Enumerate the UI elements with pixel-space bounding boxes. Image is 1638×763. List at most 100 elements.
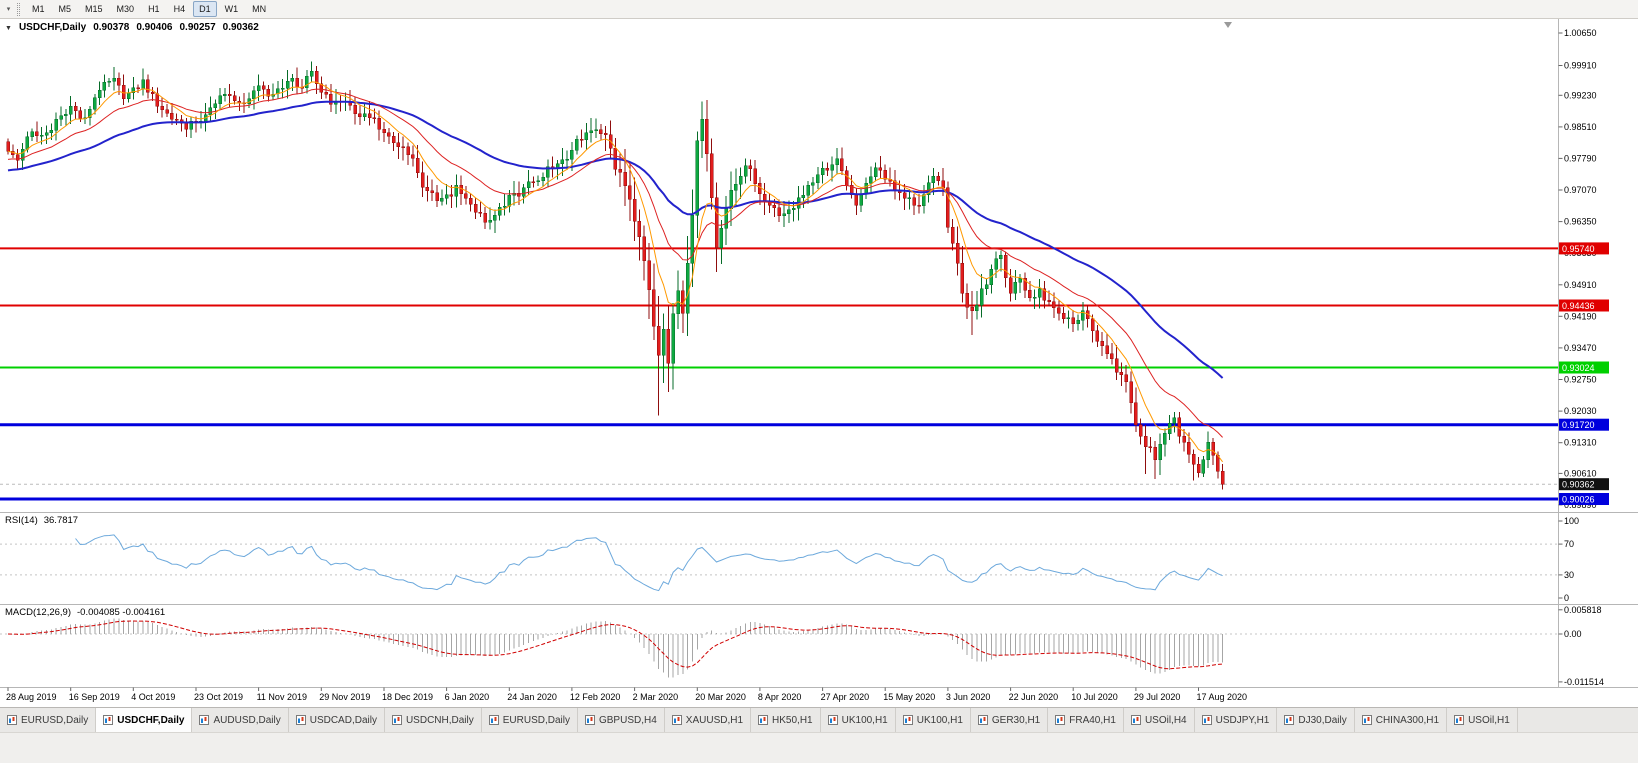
svg-text:0.94910: 0.94910	[1564, 280, 1597, 290]
svg-text:11 Nov 2019: 11 Nov 2019	[257, 692, 307, 702]
ohlc-high: 0.90406	[136, 22, 173, 33]
macd-signal-line	[7, 620, 1223, 670]
macd-axis-labels: 0.005818 0.00 -0.011514	[1558, 605, 1604, 687]
chart-tab-hk50-h1[interactable]: HK50,H1	[751, 708, 821, 732]
svg-text:0.97070: 0.97070	[1564, 185, 1597, 195]
svg-text:2 Mar 2020: 2 Mar 2020	[633, 692, 679, 702]
ohlc-low: 0.90257	[179, 22, 216, 33]
svg-text:0.90362: 0.90362	[1562, 480, 1595, 490]
chart-title-icon[interactable]: ▼	[5, 25, 12, 32]
chart-tab-audusd-daily[interactable]: AUDUSD,Daily	[192, 708, 289, 732]
timeframe-button-mn[interactable]: MN	[246, 1, 272, 17]
chart-area[interactable]: 1.00650 0.99910 0.99230 0.98510 0.97790 0.970…	[0, 19, 1638, 707]
moving-averages	[7, 81, 1224, 463]
ohlc-close: 0.90362	[222, 22, 259, 33]
chart-tab-eurusd-daily[interactable]: EURUSD,Daily	[0, 708, 97, 732]
svg-text:22 Jun 2020: 22 Jun 2020	[1009, 692, 1059, 702]
svg-text:6 Jan 2020: 6 Jan 2020	[445, 692, 490, 702]
chart-tab-icon	[827, 715, 838, 725]
chart-tab-china300-h1[interactable]: CHINA300,H1	[1355, 708, 1448, 732]
svg-text:27 Apr 2020: 27 Apr 2020	[821, 692, 870, 702]
chart-tab-uk100-h1[interactable]: UK100,H1	[896, 708, 971, 732]
chart-tab-usoil-h4[interactable]: USOil,H4	[1124, 708, 1195, 732]
chart-tab-label: DJ30,Daily	[1298, 714, 1347, 726]
ohlc-open: 0.90378	[93, 22, 130, 33]
chart-tab-label: HK50,H1	[772, 714, 813, 726]
svg-text:17 Aug 2020: 17 Aug 2020	[1197, 692, 1248, 702]
chart-tab-ger30-h1[interactable]: GER30,H1	[971, 708, 1049, 732]
chart-tab-usdchf-daily[interactable]: USDCHF,Daily	[96, 708, 193, 732]
svg-text:0.91720: 0.91720	[1562, 420, 1595, 430]
chart-tab-usdcad-daily[interactable]: USDCAD,Daily	[289, 708, 385, 732]
svg-text:10 Jul 2020: 10 Jul 2020	[1071, 692, 1118, 702]
pane-separator-rsi[interactable]	[0, 511, 1638, 514]
chart-tab-icon	[671, 715, 682, 725]
svg-text:29 Nov 2019: 29 Nov 2019	[319, 692, 370, 702]
macd-values: -0.004085 -0.004161	[77, 607, 166, 618]
svg-text:0.93024: 0.93024	[1562, 363, 1595, 373]
chart-tab-eurusd-daily[interactable]: EURUSD,Daily	[482, 708, 578, 732]
timeframe-button-h4[interactable]: H4	[168, 1, 192, 17]
chart-tab-label: UK100,H1	[841, 714, 888, 726]
chart-tab-usdjpy-h1[interactable]: USDJPY,H1	[1195, 708, 1278, 732]
rsi-axis-labels: 100 70 30 0	[1558, 516, 1579, 603]
svg-text:8 Apr 2020: 8 Apr 2020	[758, 692, 802, 702]
chart-tab-xauusd-h1[interactable]: XAUUSD,H1	[665, 708, 752, 732]
chart-tab-uk100-h1[interactable]: UK100,H1	[821, 708, 896, 732]
rsi-indicator-label: RSI(14) 36.7817	[5, 515, 78, 526]
status-strip	[0, 732, 1638, 763]
toolbar-grip[interactable]	[17, 2, 20, 16]
chart-tab-label: FRA40,H1	[1069, 714, 1116, 726]
pane-separator-macd[interactable]	[0, 603, 1638, 606]
timeframe-button-m15[interactable]: M15	[79, 1, 109, 17]
toolbar-overflow-button[interactable]: ▾	[2, 2, 15, 17]
timeframe-button-h1[interactable]: H1	[142, 1, 166, 17]
svg-text:0.005818: 0.005818	[1564, 605, 1602, 615]
chart-tab-usdcnh-daily[interactable]: USDCNH,Daily	[385, 708, 482, 732]
svg-text:0.95740: 0.95740	[1562, 244, 1595, 254]
svg-text:0.92030: 0.92030	[1564, 406, 1597, 416]
svg-text:30: 30	[1564, 570, 1574, 580]
chart-title: ▼ USDCHF,Daily 0.90378 0.90406 0.90257 0…	[5, 22, 259, 33]
chart-tab-icon	[1130, 715, 1141, 725]
svg-text:0.94190: 0.94190	[1564, 311, 1597, 321]
chart-tab-icon	[584, 715, 595, 725]
chart-tab-label: GBPUSD,H4	[598, 714, 657, 726]
chart-tab-icon	[977, 715, 988, 725]
chart-tab-icon	[103, 715, 114, 725]
svg-text:20 Mar 2020: 20 Mar 2020	[695, 692, 746, 702]
svg-text:0.93470: 0.93470	[1564, 343, 1597, 353]
timeframe-button-d1[interactable]: D1	[193, 1, 217, 17]
chart-tab-gbpusd-h4[interactable]: GBPUSD,H4	[578, 708, 665, 732]
svg-text:12 Feb 2020: 12 Feb 2020	[570, 692, 621, 702]
time-axis-labels: 28 Aug 2019 16 Sep 2019 4 Oct 2019 23 Oct 2…	[6, 687, 1248, 702]
chart-tab-dj30-daily[interactable]: DJ30,Daily	[1277, 708, 1355, 732]
chart-tab-label: USOil,H4	[1144, 714, 1187, 726]
candlesticks	[6, 61, 1225, 490]
svg-text:24 Jan 2020: 24 Jan 2020	[507, 692, 557, 702]
chart-tab-fra40-h1[interactable]: FRA40,H1	[1048, 708, 1124, 732]
chart-tab-icon	[1361, 715, 1372, 725]
svg-text:0.96350: 0.96350	[1564, 217, 1597, 227]
price-badges: 0.95740 0.94436 0.93024 0.91720 0.90026 0.903…	[1559, 242, 1609, 505]
svg-text:28 Aug 2019: 28 Aug 2019	[6, 692, 57, 702]
svg-text:70: 70	[1564, 539, 1574, 549]
svg-text:0.99910: 0.99910	[1564, 61, 1597, 71]
svg-text:-0.011514: -0.011514	[1564, 677, 1604, 687]
rsi-line	[75, 534, 1223, 592]
price-axis[interactable]	[1559, 19, 1638, 687]
chart-tab-usoil-h1[interactable]: USOil,H1	[1447, 708, 1518, 732]
timeframe-button-m30[interactable]: M30	[111, 1, 141, 17]
macd-name: MACD(12,26,9)	[5, 607, 71, 618]
timeframe-button-w1[interactable]: W1	[219, 1, 245, 17]
chart-tab-label: CHINA300,H1	[1375, 714, 1440, 726]
chart-shift-marker	[1224, 22, 1232, 28]
chart-tab-icon	[488, 715, 499, 725]
price-chart-canvas[interactable]: 1.00650 0.99910 0.99230 0.98510 0.97790 0.970…	[0, 19, 1638, 707]
rsi-value: 36.7817	[43, 515, 79, 526]
timeframe-button-m5[interactable]: M5	[53, 1, 78, 17]
svg-text:0.91310: 0.91310	[1564, 438, 1597, 448]
chart-tab-label: USDCHF,Daily	[117, 714, 185, 726]
timeframe-button-m1[interactable]: M1	[26, 1, 51, 17]
time-axis[interactable]	[0, 687, 1558, 707]
